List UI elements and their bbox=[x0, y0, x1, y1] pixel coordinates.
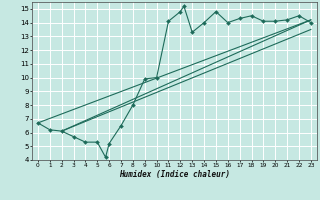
X-axis label: Humidex (Indice chaleur): Humidex (Indice chaleur) bbox=[119, 170, 230, 179]
